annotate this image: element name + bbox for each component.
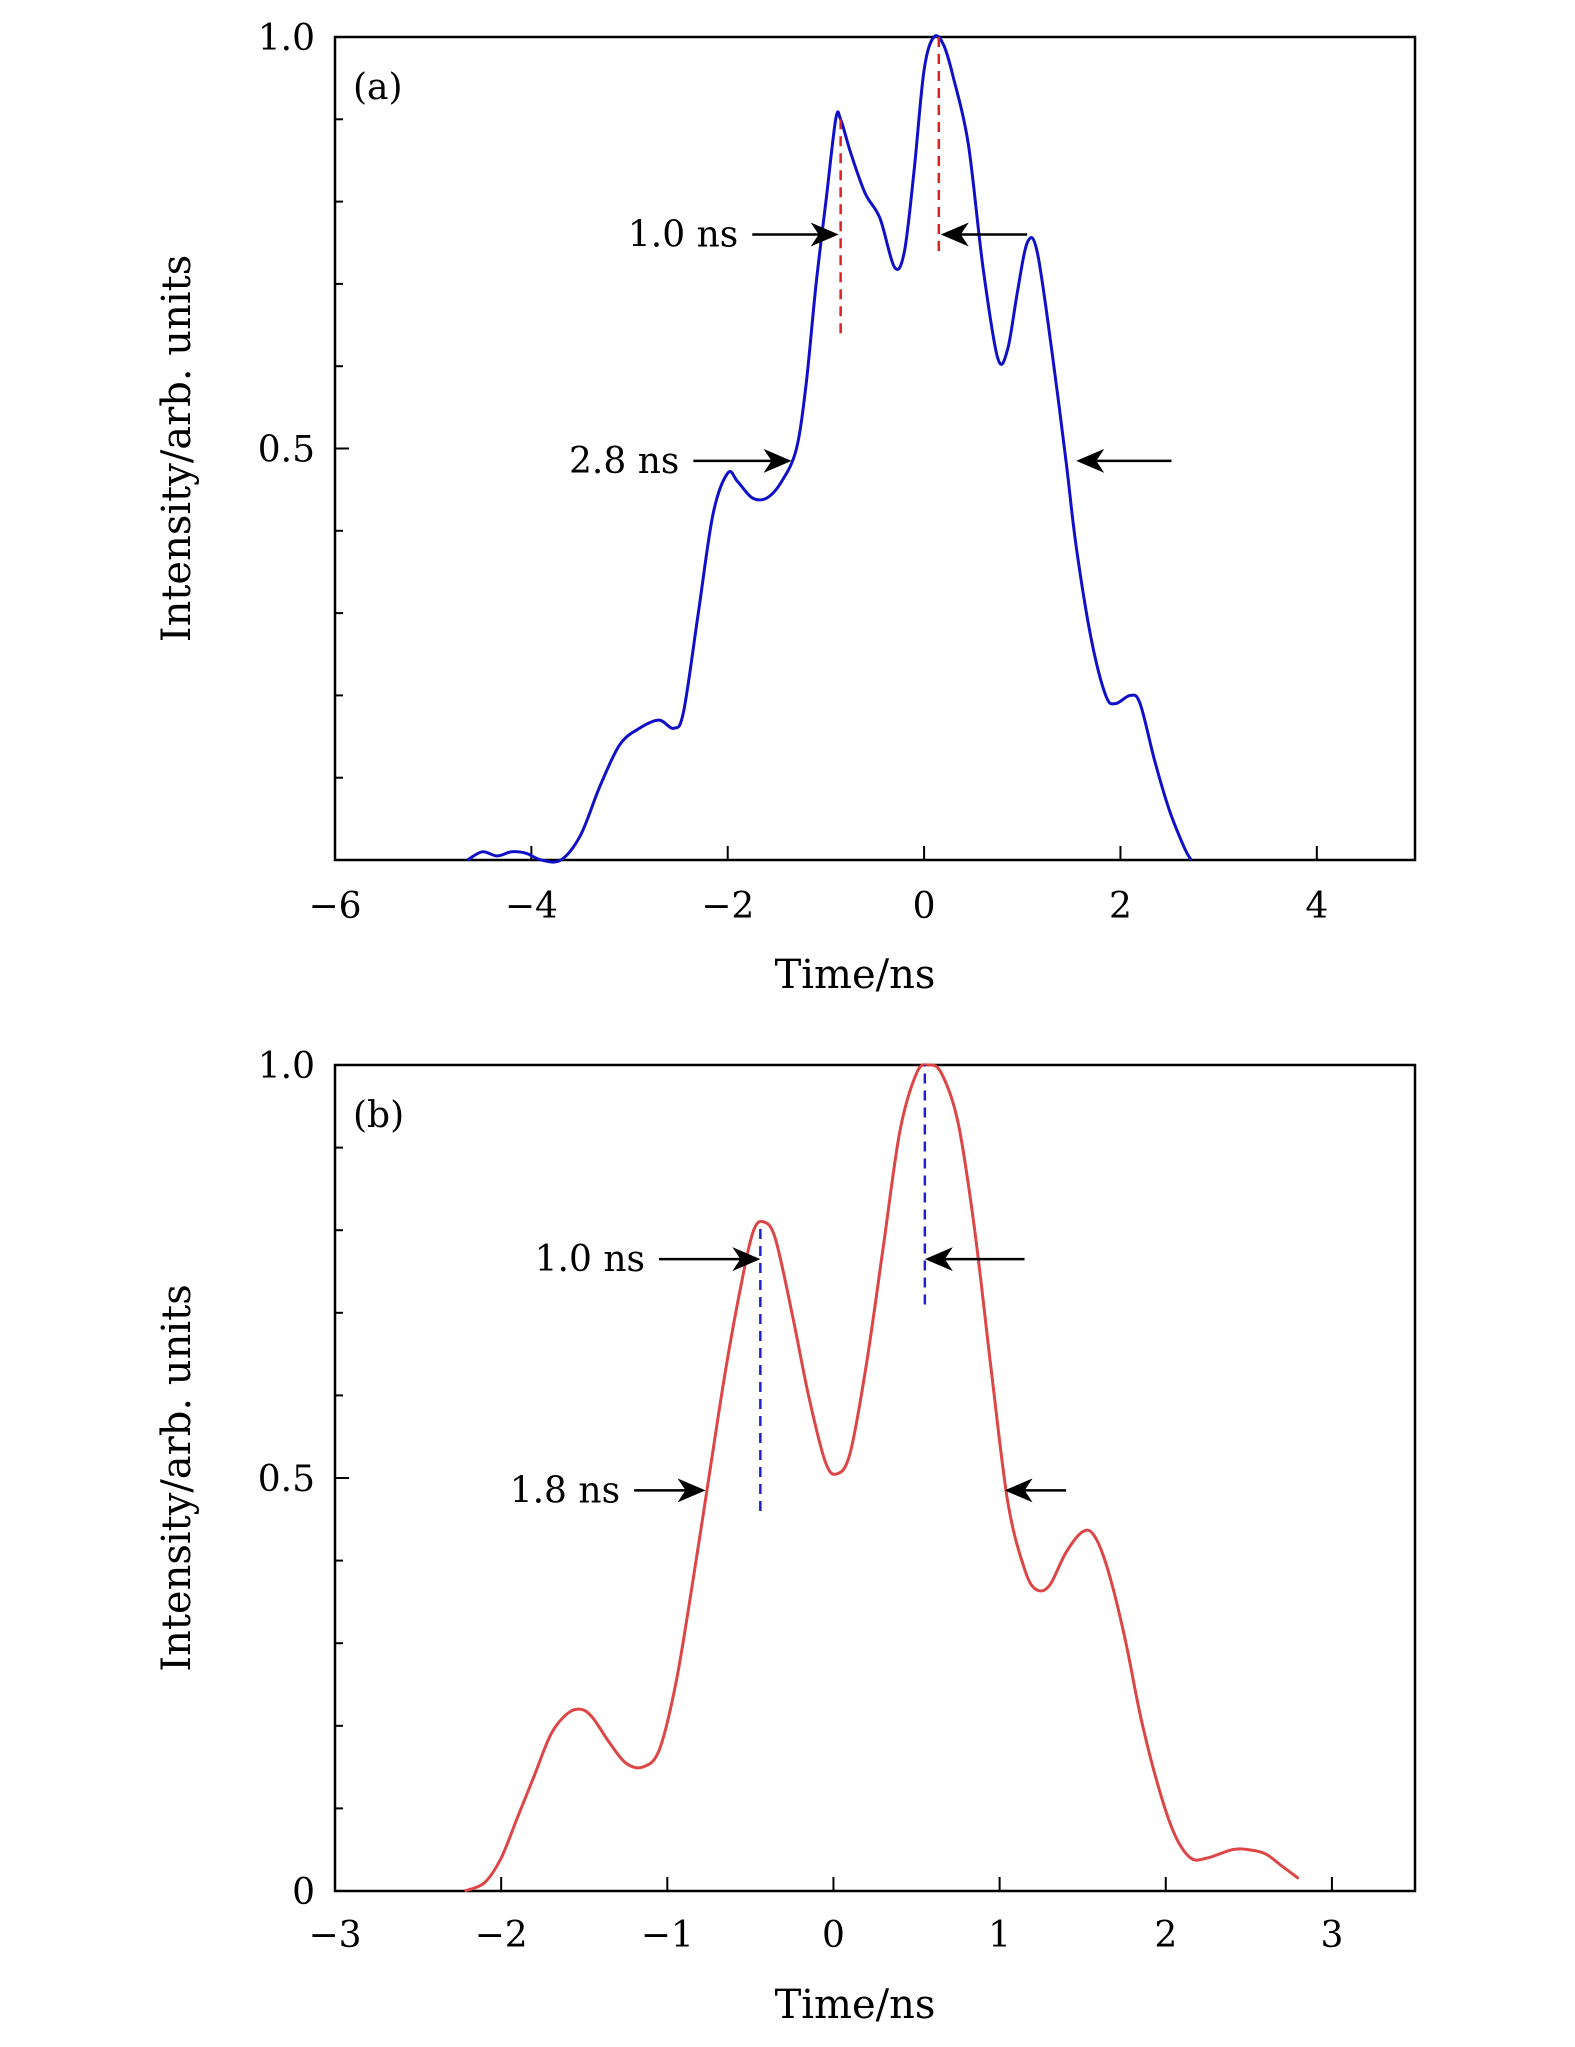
y-tick-label: 1.0 [258,1046,315,1087]
annotation-arrow-right [1004,1478,1067,1503]
annotation-arrow-right-head [940,222,969,247]
annotation-arrow-right-head [1004,1478,1033,1503]
annotation-label: 2.8 ns [569,441,679,482]
annotation-arrow-left-head [732,1247,761,1272]
y-tick-label: 1.0 [258,18,315,59]
x-tick-label: 2 [1109,886,1132,927]
panel-label: (a) [353,67,403,108]
annotation-label: 1.8 ns [510,1470,620,1511]
x-tick-label: 1 [988,1915,1011,1956]
plot-frame [333,35,1417,862]
x-axis-title: Time/ns [775,1982,936,2028]
series-line-simulated [464,1063,1300,1893]
annotation-arrow-left-head [677,1478,706,1503]
annotation-arrow-right-head [924,1247,953,1272]
x-axis-title: Time/ns [775,952,936,998]
x-tick-label: −6 [308,886,361,927]
annotation-arrow-left-head [763,448,792,473]
y-tick-label: 0.5 [258,1459,315,1500]
annotation-arrow-left-head [810,222,839,247]
annotation-arrow-left [634,1478,706,1503]
annotation-arrow-right [940,222,1028,247]
y-axis-title: Intensity/arb. units [154,255,200,642]
x-tick-label: 4 [1305,886,1328,927]
y-tick-label: 0.5 [258,430,315,471]
series-line-measured [466,34,1193,864]
annotation-arrow-right-head [1076,448,1105,473]
annotation-arrow-left [752,222,839,247]
x-tick-label: 0 [913,886,936,927]
x-tick-label: −2 [701,886,754,927]
x-tick-label: 0 [822,1915,845,1956]
annotation-arrow-left [693,448,792,473]
panel-label: (b) [353,1095,404,1136]
annotation-label: 1.0 ns [535,1239,645,1280]
annotation-arrow-right [1076,448,1172,473]
x-tick-label: −3 [308,1915,361,1956]
plot-frame [333,1063,1417,1893]
y-axis-title: Intensity/arb. units [154,1284,200,1671]
panel-a: −6 −4 −2 0 2 4 0.5 1.0 Time/ns Intensity/arb. uni… [154,18,1417,998]
annotation-label: 1.0 ns [628,215,738,256]
annotation-arrow-right [924,1247,1025,1272]
y-tick-label: 0 [292,1872,315,1913]
x-tick-label: −4 [505,886,558,927]
x-tick-label: 3 [1320,1915,1343,1956]
x-tick-label: −1 [641,1915,694,1956]
x-tick-label: 2 [1154,1915,1177,1956]
x-tick-label: −2 [475,1915,528,1956]
annotation-arrow-left [659,1247,761,1272]
panel-b: −3 −2 −1 0 1 2 3 0 0.5 1.0 Time/ns Intensity/arb. u… [154,1046,1417,2028]
